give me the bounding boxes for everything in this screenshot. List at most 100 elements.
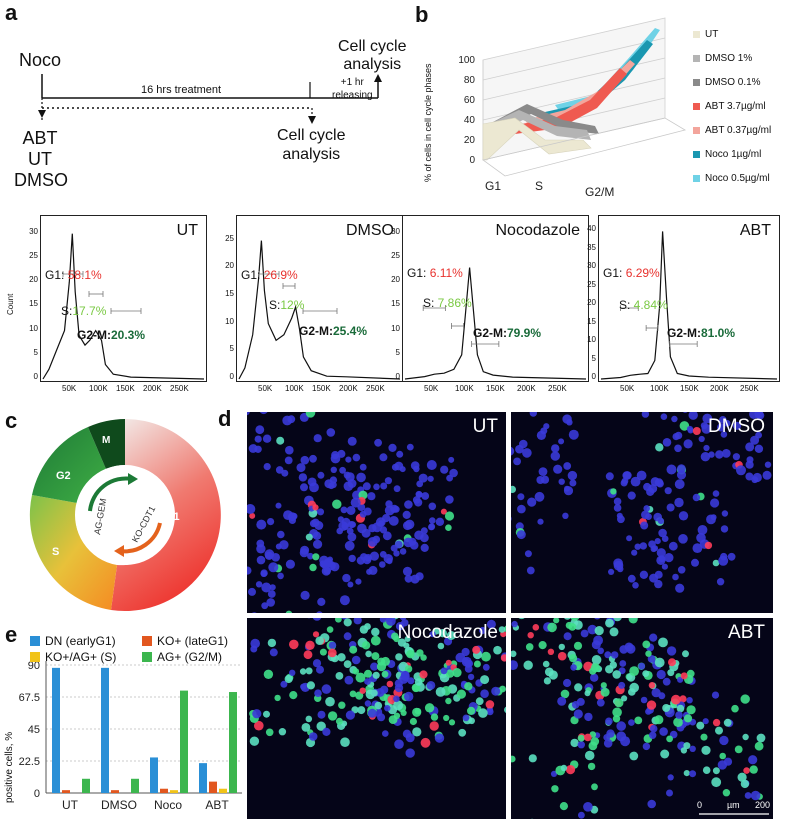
cell-nucleus xyxy=(631,477,641,487)
g1-stat: G1: 6.11% xyxy=(407,266,463,280)
chart-b-legend-swatch xyxy=(693,103,700,110)
cell-nucleus xyxy=(430,721,439,730)
histogram-ytick: 15 xyxy=(388,299,400,308)
cell-nucleus xyxy=(658,638,668,648)
cell-nucleus xyxy=(401,710,407,716)
cell-nucleus xyxy=(415,708,421,714)
cell-nucleus xyxy=(350,691,357,698)
cell-nucleus xyxy=(668,774,674,780)
cell-nucleus xyxy=(524,661,533,670)
cell-nucleus xyxy=(481,652,491,662)
histogram-ytick: 20 xyxy=(222,261,234,270)
cell-nucleus xyxy=(277,531,285,539)
cell-nucleus xyxy=(379,453,387,461)
cell-nucleus xyxy=(675,479,685,489)
cell-nucleus xyxy=(733,453,740,460)
cell-nucleus xyxy=(421,527,428,534)
cell-nucleus xyxy=(349,646,357,654)
cell-nucleus xyxy=(332,500,341,509)
cell-nucleus xyxy=(344,632,352,640)
bar-ut-0 xyxy=(52,668,60,793)
cell-nucleus xyxy=(689,770,696,777)
cell-nucleus xyxy=(728,553,736,561)
cell-nucleus xyxy=(317,598,325,606)
cell-nucleus xyxy=(370,552,379,561)
cell-nucleus xyxy=(371,628,379,636)
cell-nucleus xyxy=(679,511,688,520)
histogram-xtick: 50K xyxy=(62,384,76,393)
histogram-xtick: 100K xyxy=(650,384,669,393)
cell-nucleus xyxy=(668,658,676,666)
cell-nucleus xyxy=(678,534,688,544)
cell-nucleus xyxy=(330,562,339,571)
histogram-ytick: 0 xyxy=(584,372,596,381)
cell-nucleus xyxy=(647,700,656,709)
cell-nucleus xyxy=(291,513,298,520)
cell-nucleus xyxy=(719,753,726,760)
scalebar-zero: 0 xyxy=(697,800,702,810)
cell-nucleus xyxy=(560,802,568,810)
cell-nucleus xyxy=(671,416,677,422)
cell-nucleus xyxy=(345,457,351,463)
cell-nucleus xyxy=(537,519,543,525)
treatments-label: ABT UT DMSO xyxy=(14,128,66,191)
cell-nucleus xyxy=(719,736,728,745)
donut-label-g2: G2 xyxy=(56,470,71,482)
cell-nucleus xyxy=(606,472,614,480)
cell-nucleus xyxy=(336,672,344,680)
s-stat-label: S: xyxy=(61,304,72,318)
cell-nucleus xyxy=(338,702,345,709)
cell-nucleus xyxy=(613,558,623,568)
cell-nucleus xyxy=(551,444,559,452)
bar-noco-3 xyxy=(180,691,188,793)
cell-nucleus xyxy=(445,495,454,504)
cell-nucleus xyxy=(389,715,398,724)
cell-nucleus xyxy=(669,542,678,551)
g1-stat: G1: 26.9% xyxy=(241,268,298,282)
cell-nucleus xyxy=(389,516,399,526)
cell-nucleus xyxy=(302,723,311,732)
cell-nucleus xyxy=(405,575,413,583)
cell-nucleus xyxy=(371,636,381,646)
cell-nucleus xyxy=(584,713,592,721)
bar-dmso-3 xyxy=(131,779,139,793)
histogram-ytick: 25 xyxy=(584,280,596,289)
cell-nucleus xyxy=(713,490,720,497)
cell-nucleus xyxy=(591,783,598,790)
cell-nucleus xyxy=(486,700,495,709)
cell-nucleus xyxy=(289,670,295,676)
cell-nucleus xyxy=(320,649,327,656)
cell-nucleus xyxy=(641,697,648,704)
cell-nucleus xyxy=(313,631,319,637)
cell-nucleus xyxy=(569,480,576,487)
cell-nucleus xyxy=(511,660,518,670)
cell-nucleus xyxy=(667,669,674,676)
cell-nucleus xyxy=(499,686,506,693)
g2m-stat: G2-M:79.9% xyxy=(473,326,541,340)
cell-nucleus xyxy=(394,739,404,749)
donut-svg: G1 S G2 M KO-CDT1 AG-GEM xyxy=(20,415,230,615)
s-stat: S: 4.84% xyxy=(619,298,668,312)
histogram-ytick: 20 xyxy=(584,298,596,307)
cell-nucleus xyxy=(449,719,455,725)
cell-nucleus xyxy=(314,689,322,697)
cell-nucleus xyxy=(642,412,649,418)
cell-nucleus xyxy=(655,658,665,668)
cell-nucleus xyxy=(487,708,494,715)
cell-nucleus xyxy=(443,715,449,721)
cell-nucleus xyxy=(421,492,429,500)
cell-nucleus xyxy=(563,679,571,687)
histogram-xtick: 250K xyxy=(366,384,385,393)
cell-nucleus xyxy=(548,649,554,655)
cell-nucleus xyxy=(364,670,372,678)
micrograph-ut: UT xyxy=(247,412,506,613)
scalebar-max: 200 xyxy=(755,800,770,810)
cell-nucleus xyxy=(263,435,271,443)
cell-nucleus xyxy=(351,498,361,508)
micrograph-svg xyxy=(247,618,506,819)
cell-nucleus xyxy=(605,619,614,628)
cell-nucleus xyxy=(255,436,262,443)
